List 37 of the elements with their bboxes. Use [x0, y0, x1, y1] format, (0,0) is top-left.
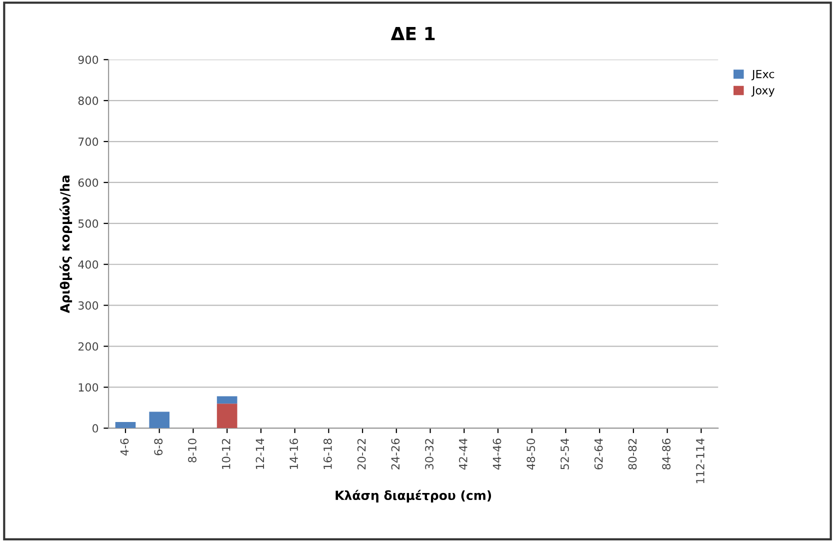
x-axis-title: Κλάση διαμέτρου (cm) — [336, 490, 492, 502]
x-tick-label: 4-6 — [120, 438, 129, 456]
x-tick-label: 84-86 — [662, 438, 671, 470]
x-tick-label: 48-50 — [526, 438, 536, 470]
x-tick-label: 80-82 — [628, 439, 637, 470]
y-tick-label: 100 — [78, 383, 98, 392]
bar — [149, 412, 170, 428]
x-tick-label: 44-46 — [492, 438, 502, 470]
x-tick-label: 14-16 — [290, 438, 298, 469]
y-tick-label: 700 — [78, 137, 98, 146]
bar — [216, 396, 238, 404]
x-tick-label: 6-8 — [154, 438, 163, 456]
x-tick-label: 30-32 — [425, 439, 434, 470]
x-tick-label: 16-18 — [323, 438, 332, 469]
x-tick-label: 62-64 — [594, 438, 603, 470]
x-tick-label: 10-12 — [222, 439, 230, 469]
x-tick-label: 12-14 — [256, 438, 264, 469]
y-tick-label: 800 — [78, 96, 98, 105]
chart-title: ΔΕ 1 — [390, 27, 435, 40]
legend-label: Joxy — [751, 86, 775, 97]
bar — [216, 404, 238, 428]
x-tick-label: 20-22 — [357, 439, 366, 470]
x-tick-label: 52-54 — [560, 438, 569, 470]
x-tick-label: 112-114 — [696, 438, 704, 484]
y-axis-title: Αριθμός κορμών/ha — [59, 176, 72, 314]
y-tick-label: 600 — [78, 178, 98, 187]
y-tick-label: 400 — [78, 260, 98, 269]
y-tick-label: 300 — [78, 301, 98, 310]
y-tick-label: 900 — [78, 56, 98, 64]
x-tick-label: 24-26 — [391, 438, 400, 470]
x-tick-label: 8-10 — [188, 438, 196, 462]
y-tick-label: 0 — [92, 424, 98, 433]
x-tick-label: 42-44 — [458, 438, 468, 470]
y-tick-label: 500 — [78, 219, 98, 228]
y-tick-label: 200 — [78, 342, 98, 351]
legend-label: JExc — [751, 70, 774, 80]
bar — [115, 422, 136, 428]
